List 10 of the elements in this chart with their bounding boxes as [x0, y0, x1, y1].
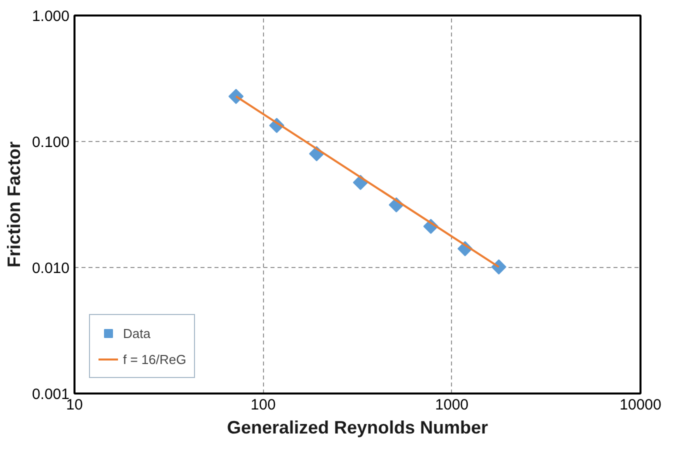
y-axis-title: Friction Factor [4, 141, 24, 268]
legend-label: Data [123, 326, 150, 340]
x-tick-label: 1000 [435, 396, 469, 414]
y-tick-label: 0.100 [32, 134, 70, 151]
x-axis-title: Generalized Reynolds Number [226, 418, 488, 438]
legend-label: f = 16/ReG [123, 352, 186, 366]
y-tick-label: 0.010 [32, 260, 70, 277]
x-tick-label: 100 [250, 396, 276, 414]
x-tick-label: 10000 [620, 396, 662, 414]
y-tick-label: 1.000 [32, 8, 70, 25]
